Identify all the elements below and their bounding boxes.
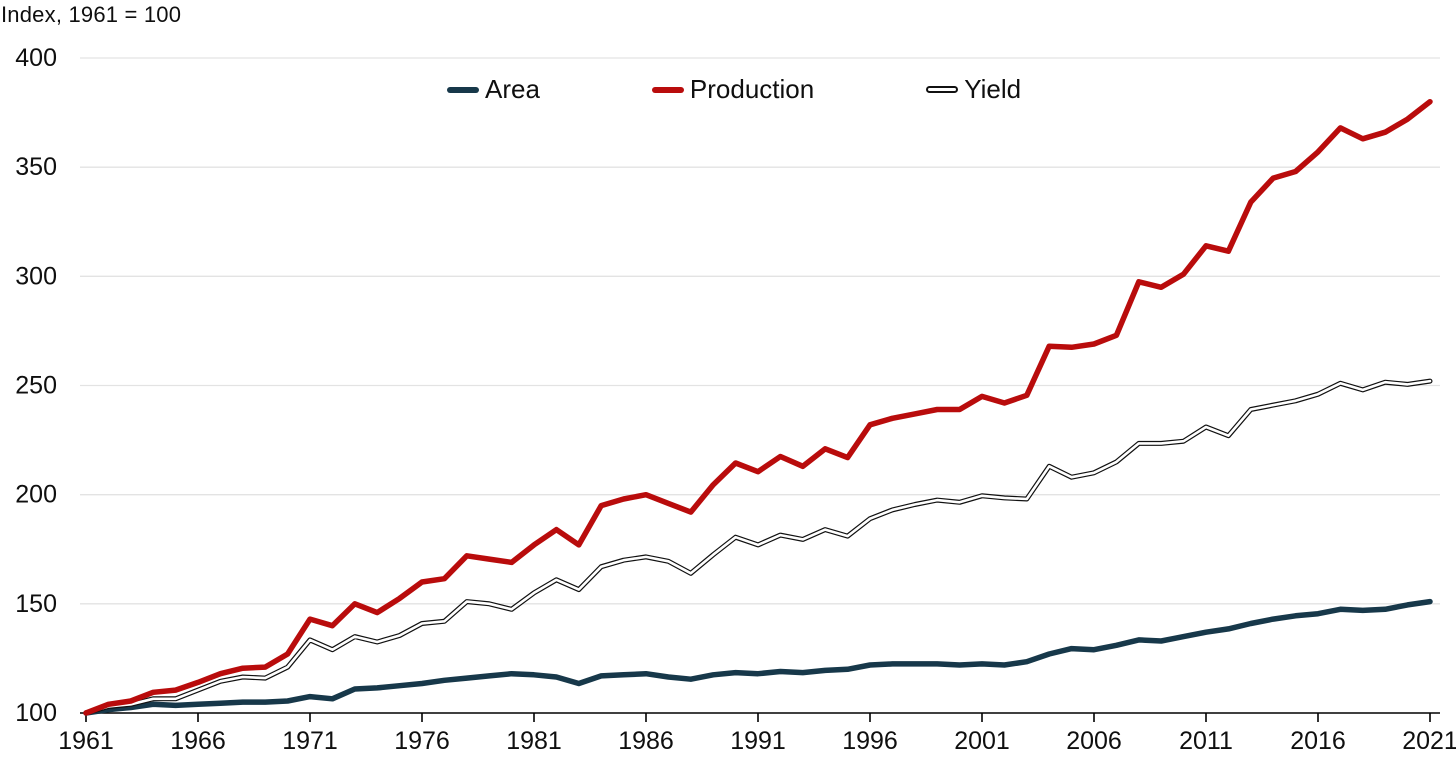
legend-label-area: Area <box>485 74 540 104</box>
chart-title: Index, 1961 = 100 <box>1 2 182 27</box>
legend-item-production: Production <box>651 74 815 105</box>
y-tick-label-150: 150 <box>15 590 57 618</box>
x-tick-label-2006: 2006 <box>1066 727 1122 755</box>
x-tick-label-1986: 1986 <box>618 727 674 755</box>
legend-swatch-yield <box>926 86 959 93</box>
y-tick-label-300: 300 <box>15 262 57 290</box>
x-tick-label-2001: 2001 <box>954 727 1010 755</box>
x-tick-label-1961: 1961 <box>58 727 114 755</box>
y-tick-label-250: 250 <box>15 372 57 400</box>
yield-line-core <box>84 379 1432 715</box>
y-tick-label-200: 200 <box>15 481 57 509</box>
x-tick-label-1971: 1971 <box>282 727 338 755</box>
x-tick-label-1996: 1996 <box>842 727 898 755</box>
yield-line-outline <box>83 378 1433 716</box>
legend-label-yield: Yield <box>964 74 1022 104</box>
legend-swatch-production <box>651 86 684 93</box>
y-tick-label-400: 400 <box>15 44 57 72</box>
legend-item-area: Area <box>447 74 540 105</box>
production-line <box>83 98 1433 716</box>
legend-swatch-area <box>447 86 479 93</box>
area-line <box>83 598 1433 716</box>
x-tick-label-2016: 2016 <box>1290 727 1346 755</box>
y-tick-label-350: 350 <box>15 153 57 181</box>
y-tick-label-100: 100 <box>15 699 57 727</box>
x-tick-label-2021: 2021 <box>1402 727 1456 755</box>
x-tick-label-1981: 1981 <box>506 727 562 755</box>
legend: Area Production Yield <box>447 74 1021 105</box>
x-tick-label-1966: 1966 <box>170 727 226 755</box>
x-tick-label-1976: 1976 <box>394 727 450 755</box>
x-tick-label-2011: 2011 <box>1179 727 1233 755</box>
legend-item-yield: Yield <box>926 74 1021 105</box>
legend-label-production: Production <box>689 74 815 104</box>
x-tick-label-1991: 1991 <box>730 727 786 755</box>
